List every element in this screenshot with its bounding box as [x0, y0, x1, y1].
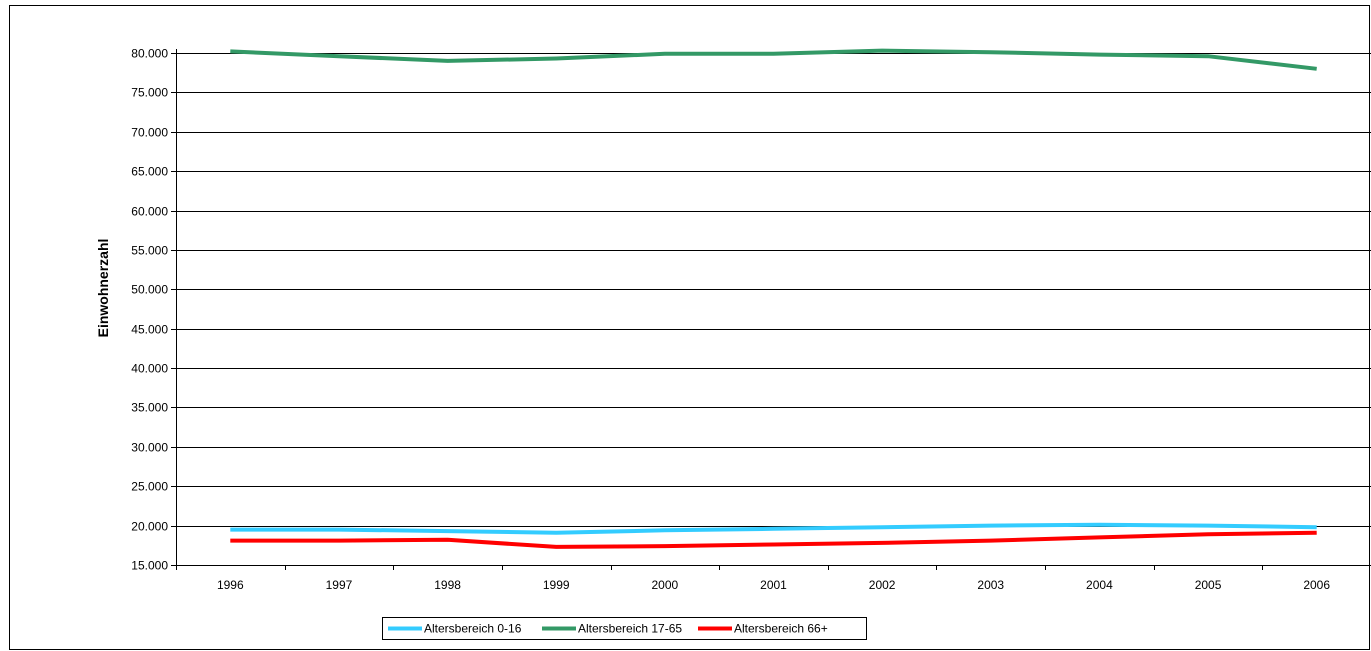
legend: Altersbereich 0-16 Altersbereich 17-65 Alt… [382, 617, 867, 640]
series-line-2 [230, 48, 1317, 71]
x-tick-label: 2000 [652, 578, 679, 592]
series-line-3 [230, 530, 1317, 549]
series-line-1 [230, 522, 1317, 535]
y-tick-label: 75.000 [131, 86, 168, 100]
y-tick-label: 70.000 [131, 126, 168, 140]
x-tick-label: 1999 [543, 578, 570, 592]
y-tick-label: 40.000 [131, 362, 168, 376]
y-tick-label: 15.000 [131, 559, 168, 573]
y-tick-label: 80.000 [131, 47, 168, 61]
legend-label-1: Altersbereich 0-16 [424, 622, 522, 636]
y-tick-label: 45.000 [131, 323, 168, 337]
x-tick-label: 2004 [1086, 578, 1113, 592]
x-tick-label: 2005 [1195, 578, 1222, 592]
x-tick-label: 1996 [217, 578, 244, 592]
y-tick-label: 25.000 [131, 480, 168, 494]
series-lines [230, 48, 1317, 549]
y-tick-label: 60.000 [131, 205, 168, 219]
x-tick-label: 2006 [1303, 578, 1330, 592]
y-tick-label: 20.000 [131, 520, 168, 534]
x-tick-label: 2001 [760, 578, 787, 592]
y-axis-title: Einwohnerzahl [95, 239, 111, 338]
x-tick-label: 1997 [326, 578, 353, 592]
x-tick-label: 2002 [869, 578, 896, 592]
y-tick-label: 35.000 [131, 401, 168, 415]
y-tick-label: 50.000 [131, 283, 168, 297]
chart-frame: 15.000 20.000 25.000 30.000 35.000 40.000 45.0… [9, 5, 1371, 650]
legend-box [382, 617, 867, 640]
legend-label-3: Altersbereich 66+ [734, 622, 828, 636]
y-tick-label: 65.000 [131, 165, 168, 179]
x-tick-label: 1998 [434, 578, 461, 592]
legend-label-2: Altersbereich 17-65 [578, 622, 682, 636]
axes: 15.000 20.000 25.000 30.000 35.000 40.000 45.0… [131, 47, 1371, 592]
y-tick-label: 55.000 [131, 244, 168, 258]
line-chart: 15.000 20.000 25.000 30.000 35.000 40.000 45.0… [95, 47, 1371, 640]
gridlines [176, 53, 1371, 566]
y-tick-label: 30.000 [131, 441, 168, 455]
x-tick-label: 2003 [977, 578, 1004, 592]
